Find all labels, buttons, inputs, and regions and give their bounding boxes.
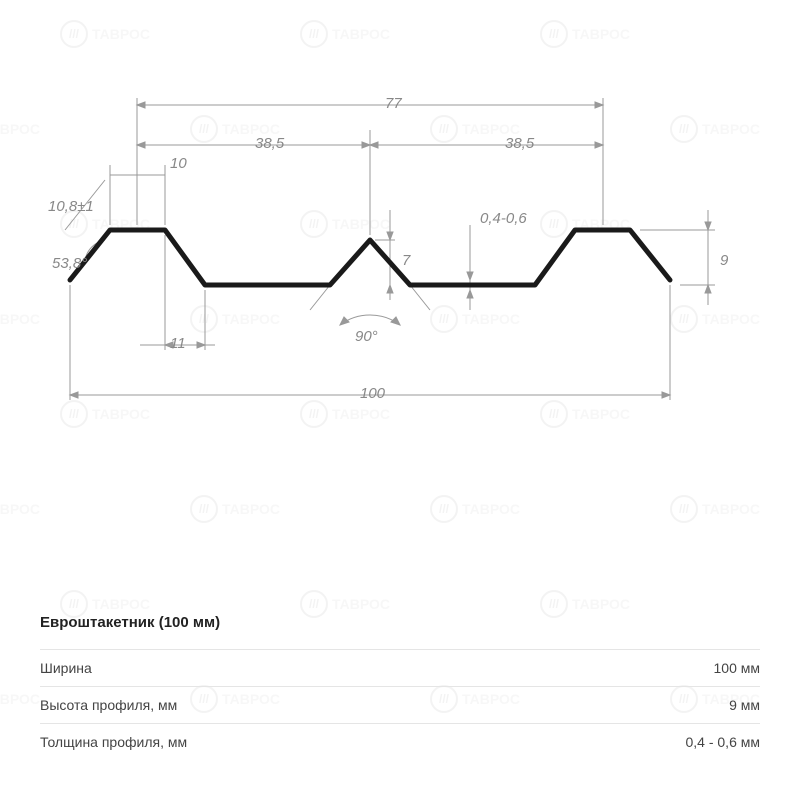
spec-row: Ширина100 мм <box>40 649 760 686</box>
dim-385-left: 38,5 <box>255 135 284 152</box>
specs-table: Евроштакетник (100 мм) Ширина100 ммВысот… <box>40 614 760 760</box>
dim-385-right: 38,5 <box>505 135 534 152</box>
dim-100: 100 <box>360 385 385 402</box>
profile-svg <box>50 80 750 460</box>
dim-108: 10,8±1 <box>48 198 94 215</box>
dim-10: 10 <box>170 155 187 172</box>
dim-11: 11 <box>170 335 186 352</box>
technical-diagram: 77 38,5 38,5 10 10,8±1 53,8° 11 90° 7 0,… <box>50 80 750 460</box>
dim-538: 53,8° <box>52 255 87 272</box>
dim-77: 77 <box>385 95 402 112</box>
dim-9: 9 <box>720 252 728 269</box>
specs-title: Евроштакетник (100 мм) <box>40 614 760 631</box>
spec-row: Толщина профиля, мм0,4 - 0,6 мм <box>40 723 760 760</box>
dim-thickness: 0,4-0,6 <box>480 210 527 227</box>
dim-7: 7 <box>402 252 410 269</box>
spec-row: Высота профиля, мм9 мм <box>40 686 760 723</box>
dim-90: 90° <box>355 328 378 345</box>
